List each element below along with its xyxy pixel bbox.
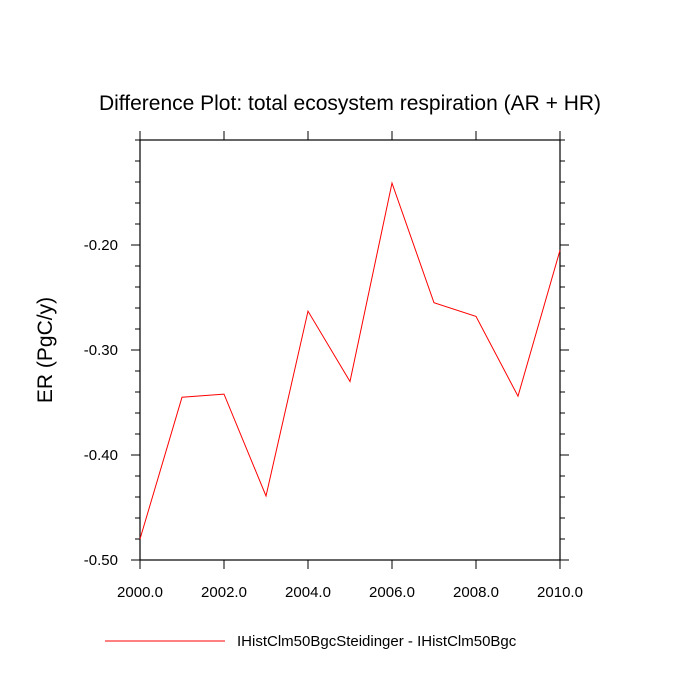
y-tick-label: -0.40 xyxy=(84,447,118,464)
chart-title: Difference Plot: total ecosystem respira… xyxy=(99,92,601,115)
y-tick-label: -0.30 xyxy=(84,342,118,359)
y-tick-label: -0.20 xyxy=(84,237,118,254)
legend-label: IHistClm50BgcSteidinger - IHistClm50Bgc xyxy=(237,633,517,650)
y-tick-label: -0.50 xyxy=(84,552,118,569)
x-tick-label: 2000.0 xyxy=(117,584,163,601)
x-tick-label: 2010.0 xyxy=(537,584,583,601)
x-tick-label: 2002.0 xyxy=(201,584,247,601)
series-line xyxy=(139,181,561,540)
series-layer xyxy=(139,181,561,540)
y-axis-label: ER (PgC/y) xyxy=(34,297,57,403)
plot-frame xyxy=(139,139,561,561)
x-tick-label: 2006.0 xyxy=(369,584,415,601)
x-tick-label: 2008.0 xyxy=(453,584,499,601)
axis-ticks xyxy=(131,131,569,569)
axis-tick-labels: 2000.0 2002.0 2004.0 2006.0 2008.0 2010.0 -0.5… xyxy=(84,237,583,601)
legend: IHistClm50BgcSteidinger - IHistClm50Bgc xyxy=(105,633,517,650)
x-tick-label: 2004.0 xyxy=(285,584,331,601)
